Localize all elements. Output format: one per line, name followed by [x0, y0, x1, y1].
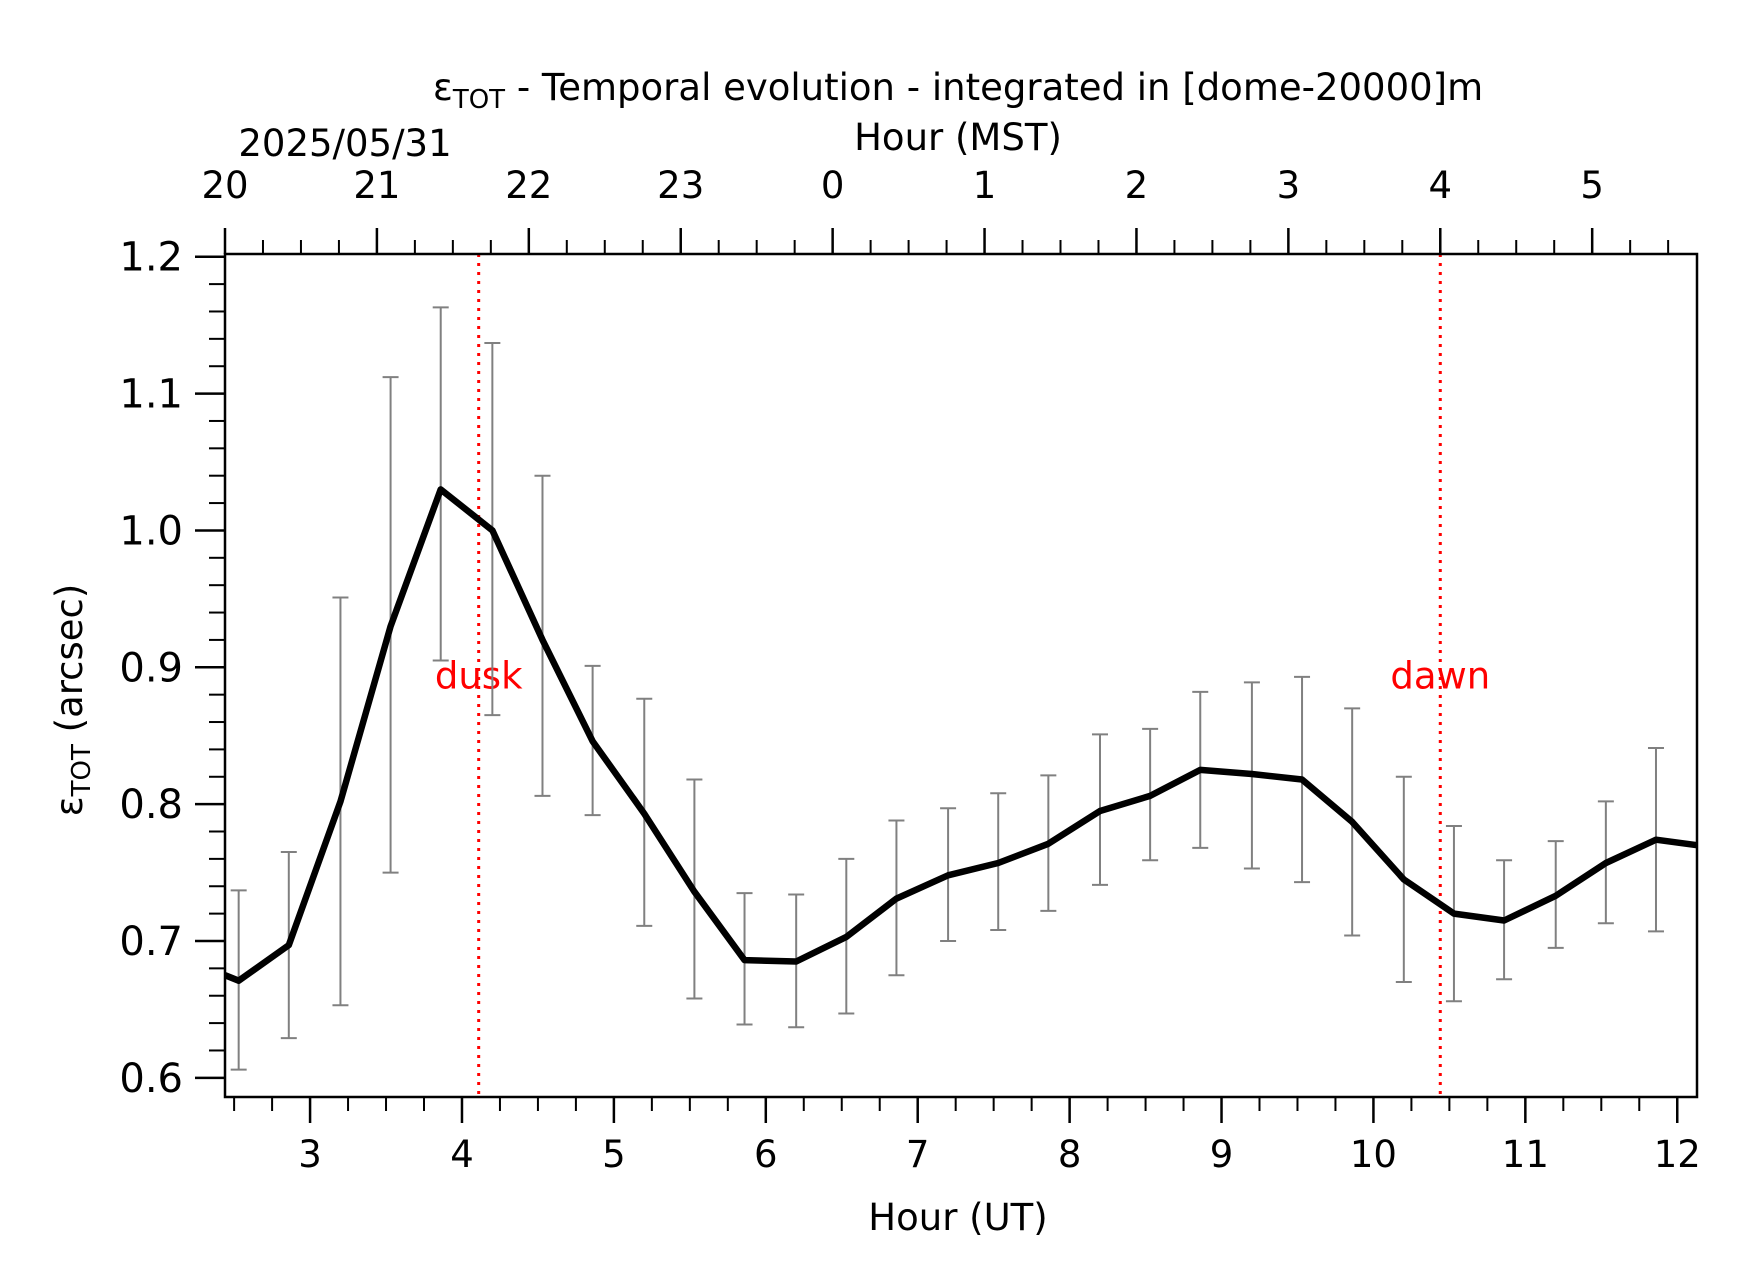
y-tick-label: 1.1	[119, 372, 183, 418]
x-tick-label: 3	[298, 1133, 322, 1176]
y-tick-label: 1.0	[119, 508, 183, 554]
plot-frame	[223, 252, 1699, 1099]
chart-title: εTOT - Temporal evolution - integrated i…	[433, 66, 1483, 115]
x2-tick-label: 21	[353, 164, 400, 207]
x2-tick-label: 23	[657, 164, 704, 207]
dusk-marker-label: dusk	[435, 654, 523, 697]
top-axis-label: Hour (MST)	[854, 116, 1062, 159]
x2-tick-label: 0	[821, 164, 845, 207]
x2-tick-label: 3	[1277, 164, 1301, 207]
x2-tick-label: 22	[505, 164, 552, 207]
y-axis-label: εTOT (arcsec)	[48, 584, 97, 817]
x-tick-label: 5	[602, 1133, 626, 1176]
y-tick-label: 1.2	[119, 235, 183, 281]
x2-tick-label: 1	[973, 164, 997, 207]
event-markers: dusk dawn	[435, 254, 1490, 1097]
errorbar	[432, 306, 449, 662]
x2-tick-label: 2	[1125, 164, 1149, 207]
x-tick-label: 11	[1502, 1133, 1549, 1176]
date-label: 2025/05/31	[238, 122, 451, 165]
series-layer	[223, 486, 1698, 984]
y-tick-label: 0.7	[119, 919, 183, 965]
x-tick-label: 10	[1350, 1133, 1397, 1176]
y-tick-label: 0.6	[119, 1056, 183, 1102]
x-tick-label: 8	[1058, 1133, 1082, 1176]
y-tick-label: 0.8	[119, 782, 183, 828]
x2-tick-label: 5	[1580, 164, 1604, 207]
x-axis-label: Hour (UT)	[868, 1196, 1047, 1239]
x-tick-label: 12	[1654, 1133, 1701, 1176]
x-tick-label: 7	[906, 1133, 930, 1176]
dawn-marker-label: dawn	[1390, 654, 1490, 697]
x2-tick-label: 4	[1429, 164, 1453, 207]
x-tick-label: 4	[450, 1133, 474, 1176]
x-tick-label: 6	[754, 1133, 778, 1176]
x2-tick-label: 20	[201, 164, 248, 207]
x-tick-label: 9	[1210, 1133, 1234, 1176]
y-tick-label: 0.9	[119, 645, 183, 691]
series-line	[223, 486, 1698, 984]
